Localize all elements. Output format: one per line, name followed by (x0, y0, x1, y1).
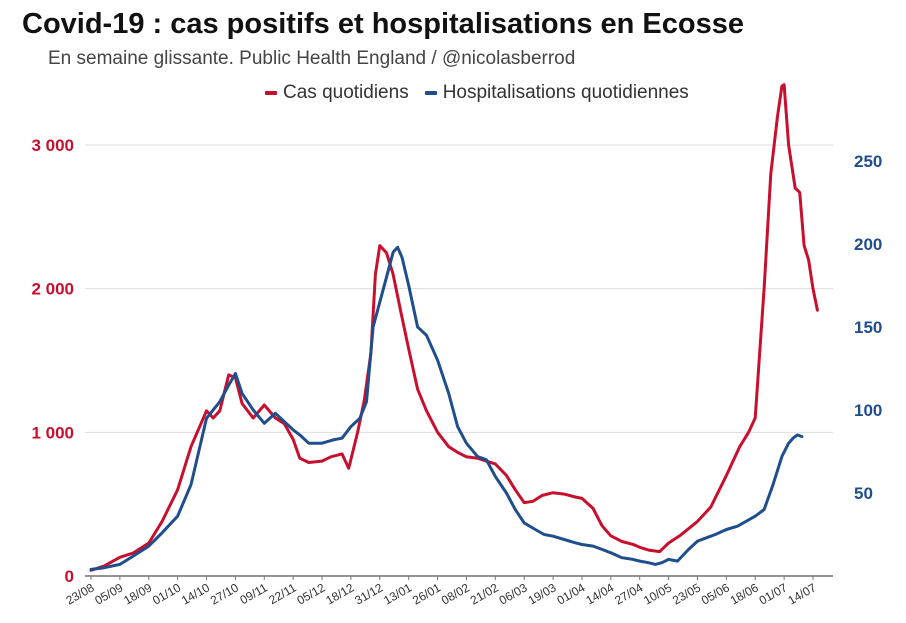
series-line-cases (89, 83, 819, 572)
legend-label-cases: Cas quotidiens (283, 82, 409, 103)
x-tick-label: 01/04 (554, 580, 587, 607)
x-tick-label: 18/09 (121, 580, 154, 607)
x-tick-label: 23/05 (670, 580, 703, 607)
gridlines (85, 144, 833, 433)
x-tick-label: 18/06 (728, 580, 761, 607)
chart-title: Covid-19 : cas positifs et hospitalisati… (22, 8, 744, 40)
y-right-tick-label: 250 (854, 152, 882, 171)
y-left-tick-label: 3 000 (31, 136, 74, 155)
x-tick-label: 26/01 (410, 580, 443, 607)
x-tick-label: 21/02 (468, 580, 501, 607)
x-tick-label: 10/05 (641, 580, 674, 607)
x-tick-label: 09/11 (238, 580, 271, 607)
legend-label-hospitalisations: Hospitalisations quotidiennes (442, 82, 689, 103)
y-left-tick-label: 2 000 (31, 280, 74, 299)
axes (85, 575, 833, 580)
legend: Cas quotidiens Hospitalisations quotidie… (265, 82, 705, 104)
y-right-tick-label: 200 (854, 235, 882, 254)
y-left-tick-label: 0 (65, 567, 74, 586)
x-tick-label: 31/12 (352, 580, 385, 607)
y-right-tick-label: 150 (854, 318, 882, 337)
x-tick-label: 14/10 (179, 580, 212, 607)
legend-swatch-hospitalisations (424, 91, 437, 95)
y-left-tick-label: 1 000 (31, 423, 74, 442)
x-tick-label: 05/12 (295, 580, 328, 607)
x-tick-label: 27/04 (612, 580, 645, 607)
x-tick-label: 18/12 (323, 580, 356, 607)
x-tick-label: 05/06 (699, 580, 732, 607)
series-line-hospitalisations (89, 245, 804, 571)
x-tick-label: 22/11 (266, 580, 299, 607)
legend-item-hospitalisations: Hospitalisations quotidiennes (424, 82, 689, 104)
x-tick-label: 01/10 (150, 580, 183, 607)
y-right-tick-label: 50 (854, 484, 873, 503)
chart-subtitle: En semaine glissante. Public Health Engl… (48, 48, 576, 69)
x-tick-label: 14/04 (583, 580, 616, 607)
x-tick-label: 05/09 (92, 580, 125, 607)
x-tick-label: 27/10 (208, 580, 241, 607)
x-tick-label: 19/03 (526, 580, 559, 607)
x-tick-label: 08/02 (439, 580, 472, 607)
legend-swatch-cases (265, 91, 277, 95)
x-tick-label: 13/01 (381, 580, 414, 607)
series-lines (89, 83, 819, 572)
legend-item-cases: Cas quotidiens (265, 82, 409, 104)
x-tick-label: 06/03 (497, 580, 530, 607)
x-tick-label: 01/07 (757, 580, 790, 607)
y-right-tick-label: 100 (854, 401, 882, 420)
x-tick-label: 14/07 (785, 580, 818, 607)
